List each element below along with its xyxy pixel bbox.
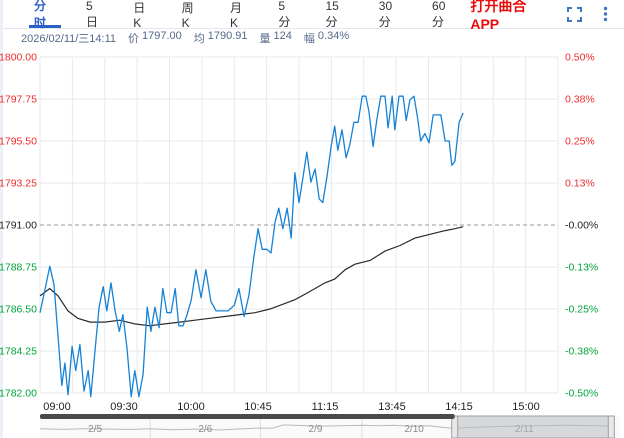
more-menu-icon[interactable] [597, 5, 614, 23]
quote-info-bar: 2026/02/11/三14:11 价 1797.00 均 1790.91 量 124 幅 0… [3, 29, 624, 46]
navigator-day-label: 2/5 [88, 424, 102, 435]
y-axis-price-label: 1786.50 [0, 304, 37, 316]
y-axis-pct-label: -0.38% [565, 346, 598, 358]
x-axis-time-label: 11:15 [312, 401, 339, 413]
period-tabs: 分时 5日 日K 周K 月K 5分 15分 30分 60分 [3, 0, 470, 30]
tabbar-right: 打开曲合APP [470, 0, 624, 32]
quote-datetime: 2026/02/11/三14:11 [21, 32, 117, 45]
x-axis-time-label: 10:00 [177, 401, 205, 413]
y-axis-pct-label: -0.13% [565, 262, 598, 274]
navigator-day-label: 2/9 [309, 424, 323, 435]
tab-30分[interactable]: 30分 [378, 0, 393, 29]
y-axis-pct-label: -0.00% [565, 220, 598, 232]
y-axis-price-label: 1797.75 [0, 94, 37, 106]
y-axis-pct-label: 0.38% [565, 94, 595, 106]
y-axis-price-label: 1782.00 [0, 388, 37, 400]
navigator-day-label: 2/10 [404, 424, 424, 435]
open-app-button[interactable]: 打开曲合APP [470, 0, 527, 32]
x-axis-time-label: 14:15 [445, 401, 473, 413]
y-axis-price-label: 1788.75 [0, 262, 37, 274]
y-axis-price-label: 1800.00 [0, 52, 37, 64]
x-axis-time-label: 09:00 [43, 401, 71, 413]
y-axis-pct-label: 0.25% [565, 136, 595, 148]
quote-field-1: 价 1797.00 [128, 29, 182, 45]
y-axis-pct-label: -0.25% [565, 304, 598, 316]
tab-5日[interactable]: 5日 [86, 0, 99, 29]
navigator-handle-left[interactable] [451, 415, 459, 438]
x-axis-time-label: 09:30 [110, 401, 138, 413]
x-axis-time-label: 10:45 [244, 401, 272, 413]
tab-15分[interactable]: 15分 [325, 0, 339, 29]
navigator-elapsed-bar[interactable] [40, 414, 455, 419]
fullscreen-icon[interactable] [566, 5, 583, 23]
tab-5分[interactable]: 5分 [278, 0, 291, 29]
price-line [39, 95, 464, 398]
x-axis-time-label: 13:45 [378, 401, 406, 413]
tab-60分[interactable]: 60分 [432, 0, 446, 29]
quote-fields: 价 1797.00 均 1790.91 量 124 幅 0.34% [128, 30, 349, 46]
tab-月K[interactable]: 月K [229, 0, 242, 30]
y-axis-pct-label: 0.50% [565, 52, 595, 64]
x-axis-time-label: 15:00 [512, 401, 540, 413]
tab-分时[interactable]: 分时 [19, 0, 71, 30]
y-axis-price-label: 1791.00 [0, 220, 37, 232]
tab-周K[interactable]: 周K [181, 0, 194, 30]
y-axis-pct-label: 0.13% [565, 178, 595, 190]
quote-field-3: 量 124 [259, 29, 292, 45]
period-tabbar: 分时 5日 日K 周K 月K 5分 15分 30分 60分 打开曲合APP [3, 0, 624, 32]
navigator-selection[interactable] [454, 415, 612, 438]
y-axis-price-label: 1784.25 [0, 346, 37, 358]
y-axis-price-label: 1795.50 [0, 136, 37, 148]
navigator-day-label: 2/6 [198, 424, 212, 435]
tab-日K[interactable]: 日K [133, 0, 146, 30]
navigator-handle-right[interactable] [607, 415, 615, 438]
intraday-chart[interactable]: 1800.00 0.50% 1797.75 0.38% 1795.50 0.25% 1793… [0, 46, 624, 438]
quote-field-4: 幅 0.34% [303, 29, 350, 45]
y-axis-price-label: 1793.25 [0, 178, 37, 190]
y-axis-pct-label: -0.50% [565, 388, 598, 400]
left-edge-stripe [0, 0, 3, 438]
quote-field-2: 均 1790.91 [193, 29, 248, 45]
